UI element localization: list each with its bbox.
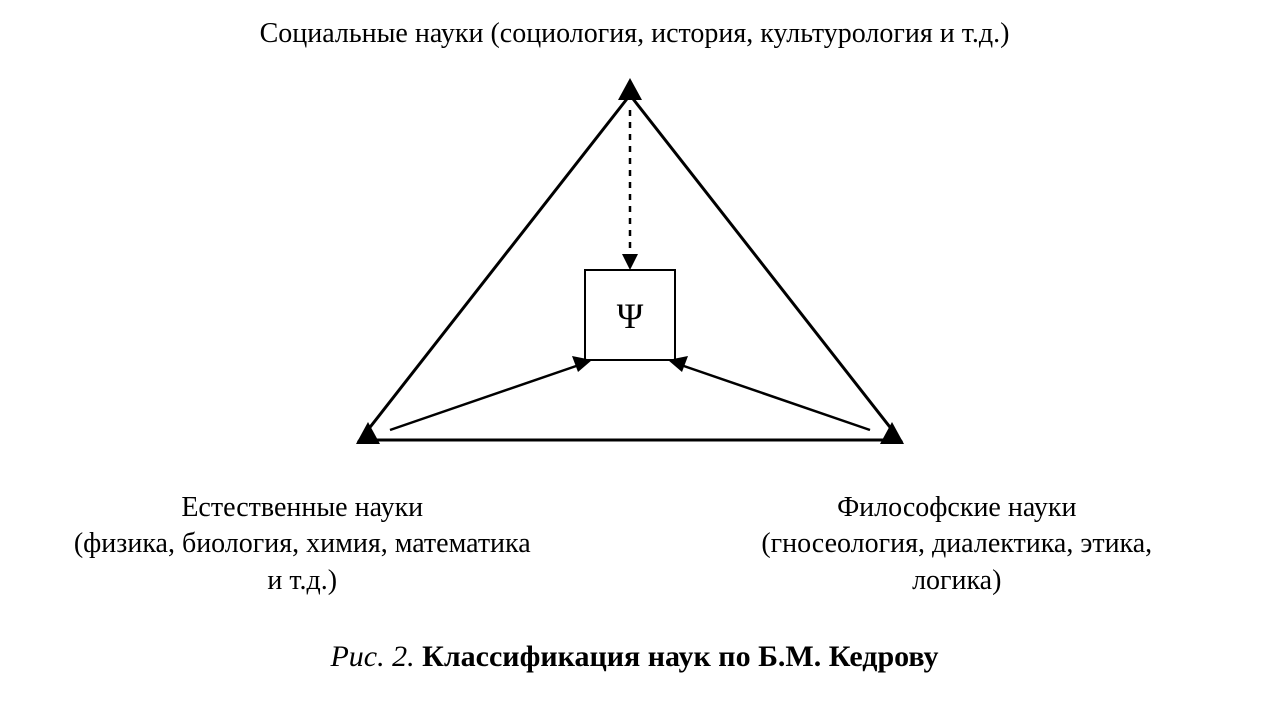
psi-symbol: Ψ	[617, 296, 644, 336]
right-label-line2: (гносеология, диалектика, этика,	[761, 528, 1152, 559]
vertex-marker-top	[618, 78, 642, 100]
left-label-line3: и т.д.)	[267, 565, 337, 596]
arrow-left-to-box	[390, 364, 582, 430]
arrow-right-to-box	[678, 364, 870, 430]
right-label-line1: Философские науки	[837, 492, 1076, 523]
left-label-line2: (физика, биология, химия, математика	[74, 528, 531, 559]
vertex-marker-right	[880, 422, 904, 444]
diagram-container: { "diagram": { "type": "triangle-classif…	[0, 0, 1269, 728]
left-vertex-label: Естественные науки (физика, биология, хи…	[0, 490, 635, 599]
left-label-line1: Естественные науки	[181, 492, 423, 523]
figure-caption: Рис. 2. Классификация наук по Б.М. Кедро…	[0, 640, 1269, 674]
caption-prefix: Рис. 2.	[330, 640, 422, 673]
vertex-marker-left	[356, 422, 380, 444]
top-vertex-label: Социальные науки (социология, история, к…	[0, 18, 1269, 50]
arrowhead-top	[622, 254, 638, 270]
right-vertex-label: Философские науки (гносеология, диалекти…	[635, 490, 1269, 599]
bottom-labels-row: Естественные науки (физика, биология, хи…	[0, 490, 1269, 599]
right-label-line3: логика)	[912, 565, 1001, 596]
triangle-diagram: Ψ	[320, 70, 940, 470]
caption-title: Классификация наук по Б.М. Кедрову	[422, 640, 938, 673]
